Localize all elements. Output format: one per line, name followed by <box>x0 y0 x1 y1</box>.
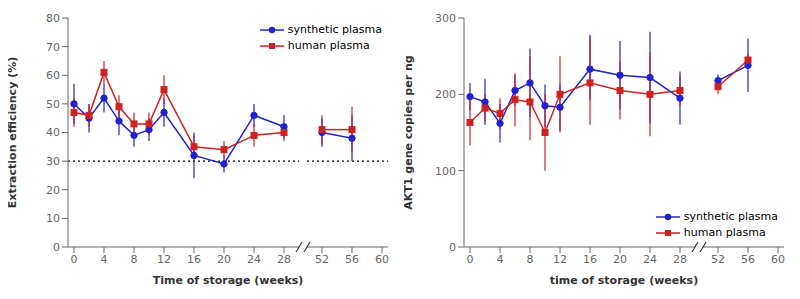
svg-text:20: 20 <box>217 253 231 266</box>
svg-text:52: 52 <box>315 253 329 266</box>
svg-text:0: 0 <box>449 241 456 254</box>
svg-text:4: 4 <box>101 253 108 266</box>
svg-text:60: 60 <box>375 253 389 266</box>
html-text:synthetic plasma: synthetic plasma <box>683 210 778 223</box>
svg-text:50: 50 <box>46 98 60 111</box>
html-text:time of storage (weeks): time of storage (weeks) <box>549 274 699 287</box>
svg-text:10: 10 <box>46 212 60 225</box>
svg-text:16: 16 <box>187 253 201 266</box>
svg-text:56: 56 <box>345 253 359 266</box>
svg-text:0: 0 <box>467 253 474 266</box>
svg-text:16: 16 <box>583 253 597 266</box>
svg-text:0: 0 <box>53 241 60 254</box>
html-text:synthetic plasma: synthetic plasma <box>287 23 382 36</box>
svg-text:100: 100 <box>435 165 456 178</box>
svg-text:60: 60 <box>46 69 60 82</box>
svg-text:300: 300 <box>435 12 456 25</box>
svg-text:80: 80 <box>46 12 60 25</box>
svg-text:0: 0 <box>71 253 78 266</box>
svg-text:200: 200 <box>435 88 456 101</box>
svg-text:20: 20 <box>613 253 627 266</box>
svg-text:28: 28 <box>277 253 291 266</box>
svg-text:60: 60 <box>771 253 785 266</box>
svg-text:12: 12 <box>553 253 567 266</box>
html-text:human plasma: human plasma <box>683 226 766 239</box>
svg-text:8: 8 <box>527 253 534 266</box>
svg-text:70: 70 <box>46 41 60 54</box>
svg-text:8: 8 <box>131 253 138 266</box>
svg-text:12: 12 <box>157 253 171 266</box>
svg-text:Extraction efficiency (%): Extraction efficiency (%) <box>8 57 19 208</box>
svg-text:4: 4 <box>497 253 504 266</box>
html-text:Time of storage (weeks): Time of storage (weeks) <box>152 274 304 287</box>
svg-text:24: 24 <box>247 253 261 266</box>
svg-text:AKT1 gene copies per ng: AKT1 gene copies per ng <box>404 55 415 209</box>
svg-text:20: 20 <box>46 184 60 197</box>
html-text:human plasma: human plasma <box>287 39 370 52</box>
svg-text:24: 24 <box>643 253 657 266</box>
svg-text:28: 28 <box>673 253 687 266</box>
svg-text:40: 40 <box>46 126 60 139</box>
svg-text:56: 56 <box>741 253 755 266</box>
svg-text:30: 30 <box>46 155 60 168</box>
svg-text:52: 52 <box>711 253 725 266</box>
